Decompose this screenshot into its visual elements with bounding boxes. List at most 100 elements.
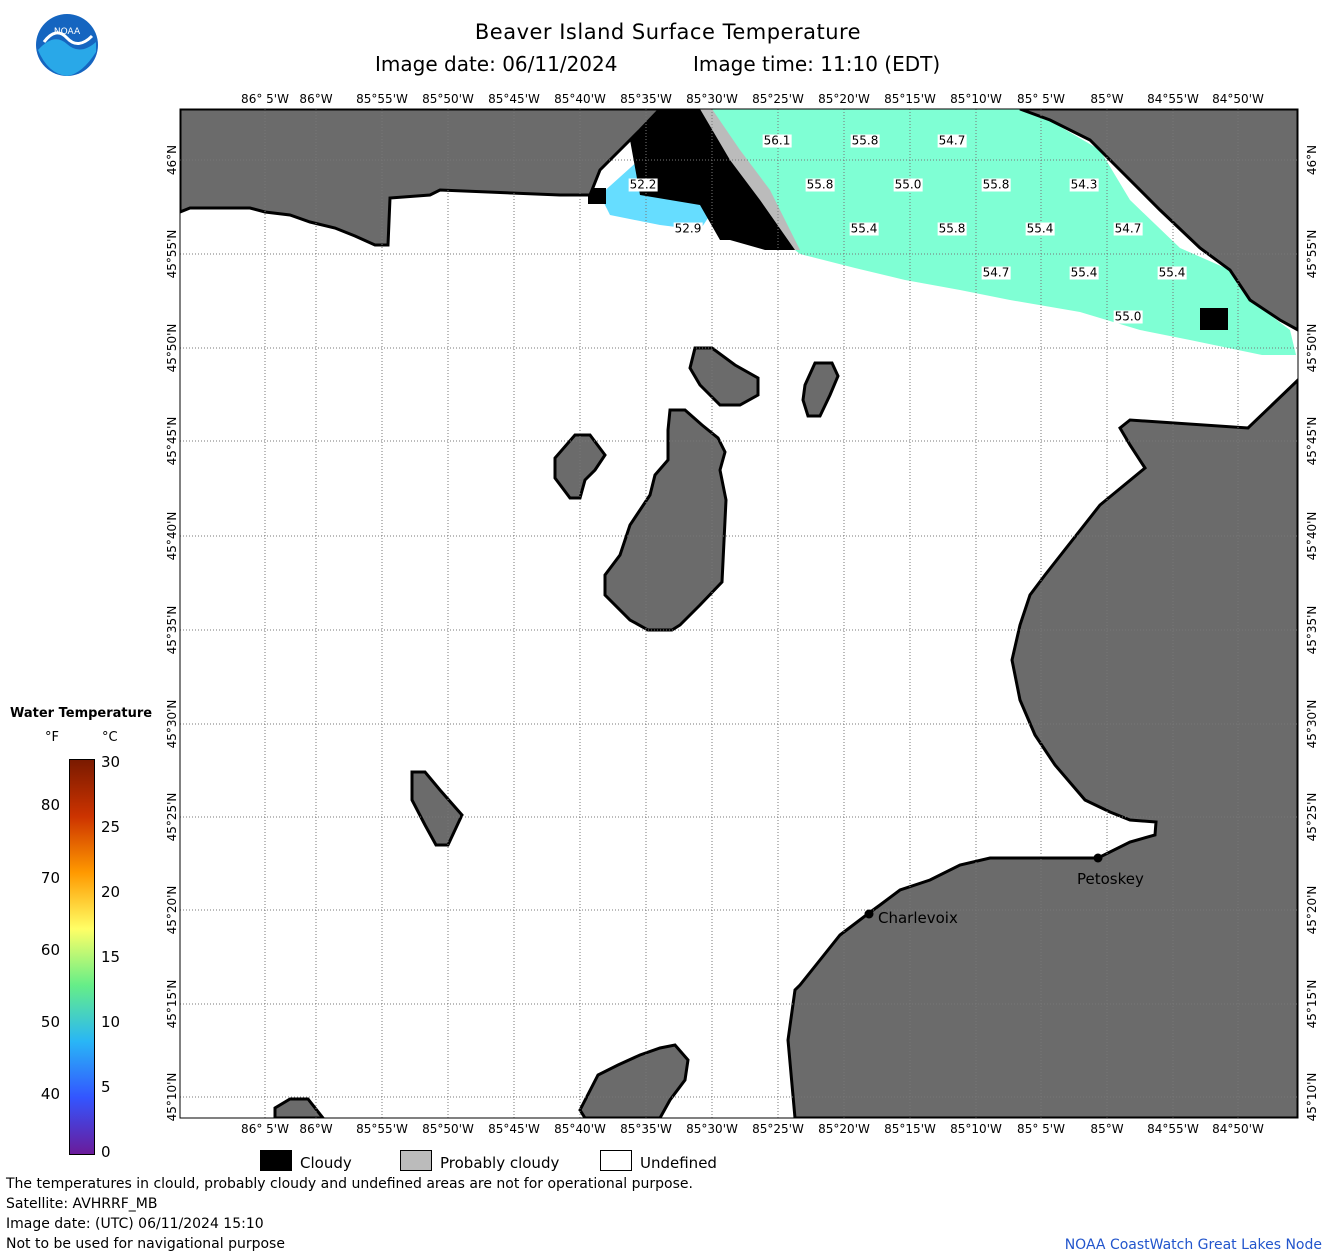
temperature-label: 55.4 bbox=[1069, 265, 1099, 280]
lon-label-top: 85°25'W bbox=[752, 92, 804, 106]
island bbox=[410, 770, 464, 847]
lat-label-left: 45°35'N bbox=[165, 605, 179, 655]
lat-label-right: 46°N bbox=[1305, 144, 1319, 176]
temperature-label: 55.8 bbox=[937, 221, 967, 236]
temperature-label: 55.4 bbox=[849, 221, 879, 236]
noaa-logo-text: NOAA bbox=[54, 27, 81, 37]
island bbox=[578, 1043, 690, 1118]
lon-label-top: 85°45'W bbox=[488, 92, 540, 106]
lon-label-top: 85°50'W bbox=[422, 92, 474, 106]
land-northeast bbox=[1019, 109, 1298, 332]
temperature-label: 54.3 bbox=[1069, 177, 1099, 192]
legend-cloudy-swatch bbox=[260, 1150, 292, 1171]
lon-label-bottom: 85°55'W bbox=[356, 1122, 408, 1136]
image-time: Image time: 11:10 (EDT) bbox=[693, 52, 941, 76]
colorbar bbox=[69, 759, 95, 1155]
footer-disclaimer: The temperatures in clould, probably clo… bbox=[6, 1176, 693, 1192]
lon-label-top: 85°40'W bbox=[554, 92, 606, 106]
footer-satellite: Satellite: AVHRRF_MB bbox=[6, 1196, 158, 1212]
temperature-label: 55.8 bbox=[981, 177, 1011, 192]
lat-label-right: 45°55'N bbox=[1305, 229, 1319, 279]
temperature-label: 55.4 bbox=[1157, 265, 1187, 280]
lat-label-left: 45°25'N bbox=[165, 792, 179, 842]
image-date: Image date: 06/11/2024 bbox=[375, 52, 618, 76]
colorbar-tick-c: 10 bbox=[101, 1013, 121, 1031]
lon-label-top: 84°55'W bbox=[1147, 92, 1199, 106]
lon-label-top: 85°W bbox=[1090, 92, 1124, 106]
lat-label-left: 45°55'N bbox=[165, 229, 179, 279]
legend-probably-cloudy-swatch bbox=[400, 1150, 432, 1171]
lat-label-right: 45°30'N bbox=[1305, 699, 1319, 749]
colorbar-tick-c: 30 bbox=[101, 753, 121, 771]
colorbar-title: Water Temperature bbox=[10, 706, 153, 721]
colorbar-tick-c: 25 bbox=[101, 818, 121, 836]
temperature-label: 55.0 bbox=[1113, 309, 1143, 324]
lon-label-bottom: 85°45'W bbox=[488, 1122, 540, 1136]
lon-label-bottom: 84°50'W bbox=[1212, 1122, 1264, 1136]
legend-cloudy-label: Cloudy bbox=[300, 1154, 352, 1172]
lon-label-bottom: 85°40'W bbox=[554, 1122, 606, 1136]
map-title: Beaver Island Surface Temperature bbox=[474, 20, 862, 44]
lat-label-right: 45°35'N bbox=[1305, 605, 1319, 655]
temperature-label: 52.2 bbox=[628, 177, 658, 192]
island bbox=[273, 1097, 325, 1118]
colorbar-tick-c: 15 bbox=[101, 948, 121, 966]
lon-label-bottom: 85°W bbox=[1090, 1122, 1124, 1136]
temperature-label: 55.8 bbox=[805, 177, 835, 192]
lat-label-left: 45°20'N bbox=[165, 885, 179, 935]
lat-label-left: 45°30'N bbox=[165, 699, 179, 749]
lat-label-right: 45°15'N bbox=[1305, 979, 1319, 1029]
sst-warm-region bbox=[700, 109, 1296, 355]
lat-label-right: 45°45'N bbox=[1305, 416, 1319, 466]
lon-label-top: 85°35'W bbox=[620, 92, 672, 106]
temperature-label: 54.7 bbox=[937, 133, 967, 148]
temperature-label: 55.4 bbox=[1025, 221, 1055, 236]
lon-label-top: 85°55'W bbox=[356, 92, 408, 106]
island bbox=[688, 346, 760, 407]
colorbar-tick-f: 80 bbox=[40, 796, 60, 815]
lat-label-right: 45°25'N bbox=[1305, 792, 1319, 842]
lat-label-left: 46°N bbox=[165, 144, 179, 176]
lon-label-top: 84°50'W bbox=[1212, 92, 1264, 106]
lat-label-right: 45°20'N bbox=[1305, 885, 1319, 935]
lon-label-bottom: 85°35'W bbox=[620, 1122, 672, 1136]
lon-label-bottom: 85°30'W bbox=[686, 1122, 738, 1136]
lon-label-top: 86° 5'W bbox=[241, 92, 289, 106]
lon-label-bottom: 85° 5'W bbox=[1017, 1122, 1065, 1136]
lat-label-right: 45°40'N bbox=[1305, 511, 1319, 561]
petoskey-marker bbox=[1093, 853, 1103, 863]
footer-credit-link[interactable]: NOAA CoastWatch Great Lakes Node bbox=[1064, 1237, 1322, 1253]
lon-label-top: 86°W bbox=[299, 92, 333, 106]
colorbar-unit-c: °C bbox=[102, 730, 118, 745]
land-lower-peninsula bbox=[786, 377, 1298, 1118]
colorbar-tick-c: 0 bbox=[101, 1143, 111, 1161]
city-label-petoskey: Petoskey bbox=[1077, 870, 1144, 888]
lat-label-left: 45°45'N bbox=[165, 416, 179, 466]
temperature-label: 52.9 bbox=[673, 221, 703, 236]
lon-label-top: 85° 5'W bbox=[1017, 92, 1065, 106]
temperature-label: 54.7 bbox=[981, 265, 1011, 280]
lon-label-bottom: 85°15'W bbox=[884, 1122, 936, 1136]
lon-label-bottom: 86° 5'W bbox=[241, 1122, 289, 1136]
lat-label-left: 45°10'N bbox=[165, 1072, 179, 1122]
colorbar-tick-c: 20 bbox=[101, 883, 121, 901]
colorbar-tick-c: 5 bbox=[101, 1078, 111, 1096]
charlevoix-marker bbox=[864, 909, 874, 919]
lon-label-bottom: 85°10'W bbox=[950, 1122, 1002, 1136]
lon-label-bottom: 85°50'W bbox=[422, 1122, 474, 1136]
land-north bbox=[180, 109, 663, 247]
colorbar-tick-f: 50 bbox=[40, 1013, 60, 1031]
colorbar-tick-f: 40 bbox=[40, 1085, 60, 1104]
lat-label-right: 45°10'N bbox=[1305, 1072, 1319, 1122]
temperature-label: 54.7 bbox=[1113, 221, 1143, 236]
cloudy-area bbox=[630, 109, 795, 250]
colorbar-tick-f: 70 bbox=[40, 868, 60, 887]
temperature-label: 55.8 bbox=[850, 133, 880, 148]
lon-label-top: 85°30'W bbox=[686, 92, 738, 106]
legend-undefined-swatch bbox=[600, 1150, 632, 1171]
lon-label-bottom: 86°W bbox=[299, 1122, 333, 1136]
lon-label-top: 85°20'W bbox=[818, 92, 870, 106]
lat-label-left: 45°50'N bbox=[165, 323, 179, 373]
footer-utc-date: Image date: (UTC) 06/11/2024 15:10 bbox=[6, 1216, 264, 1232]
